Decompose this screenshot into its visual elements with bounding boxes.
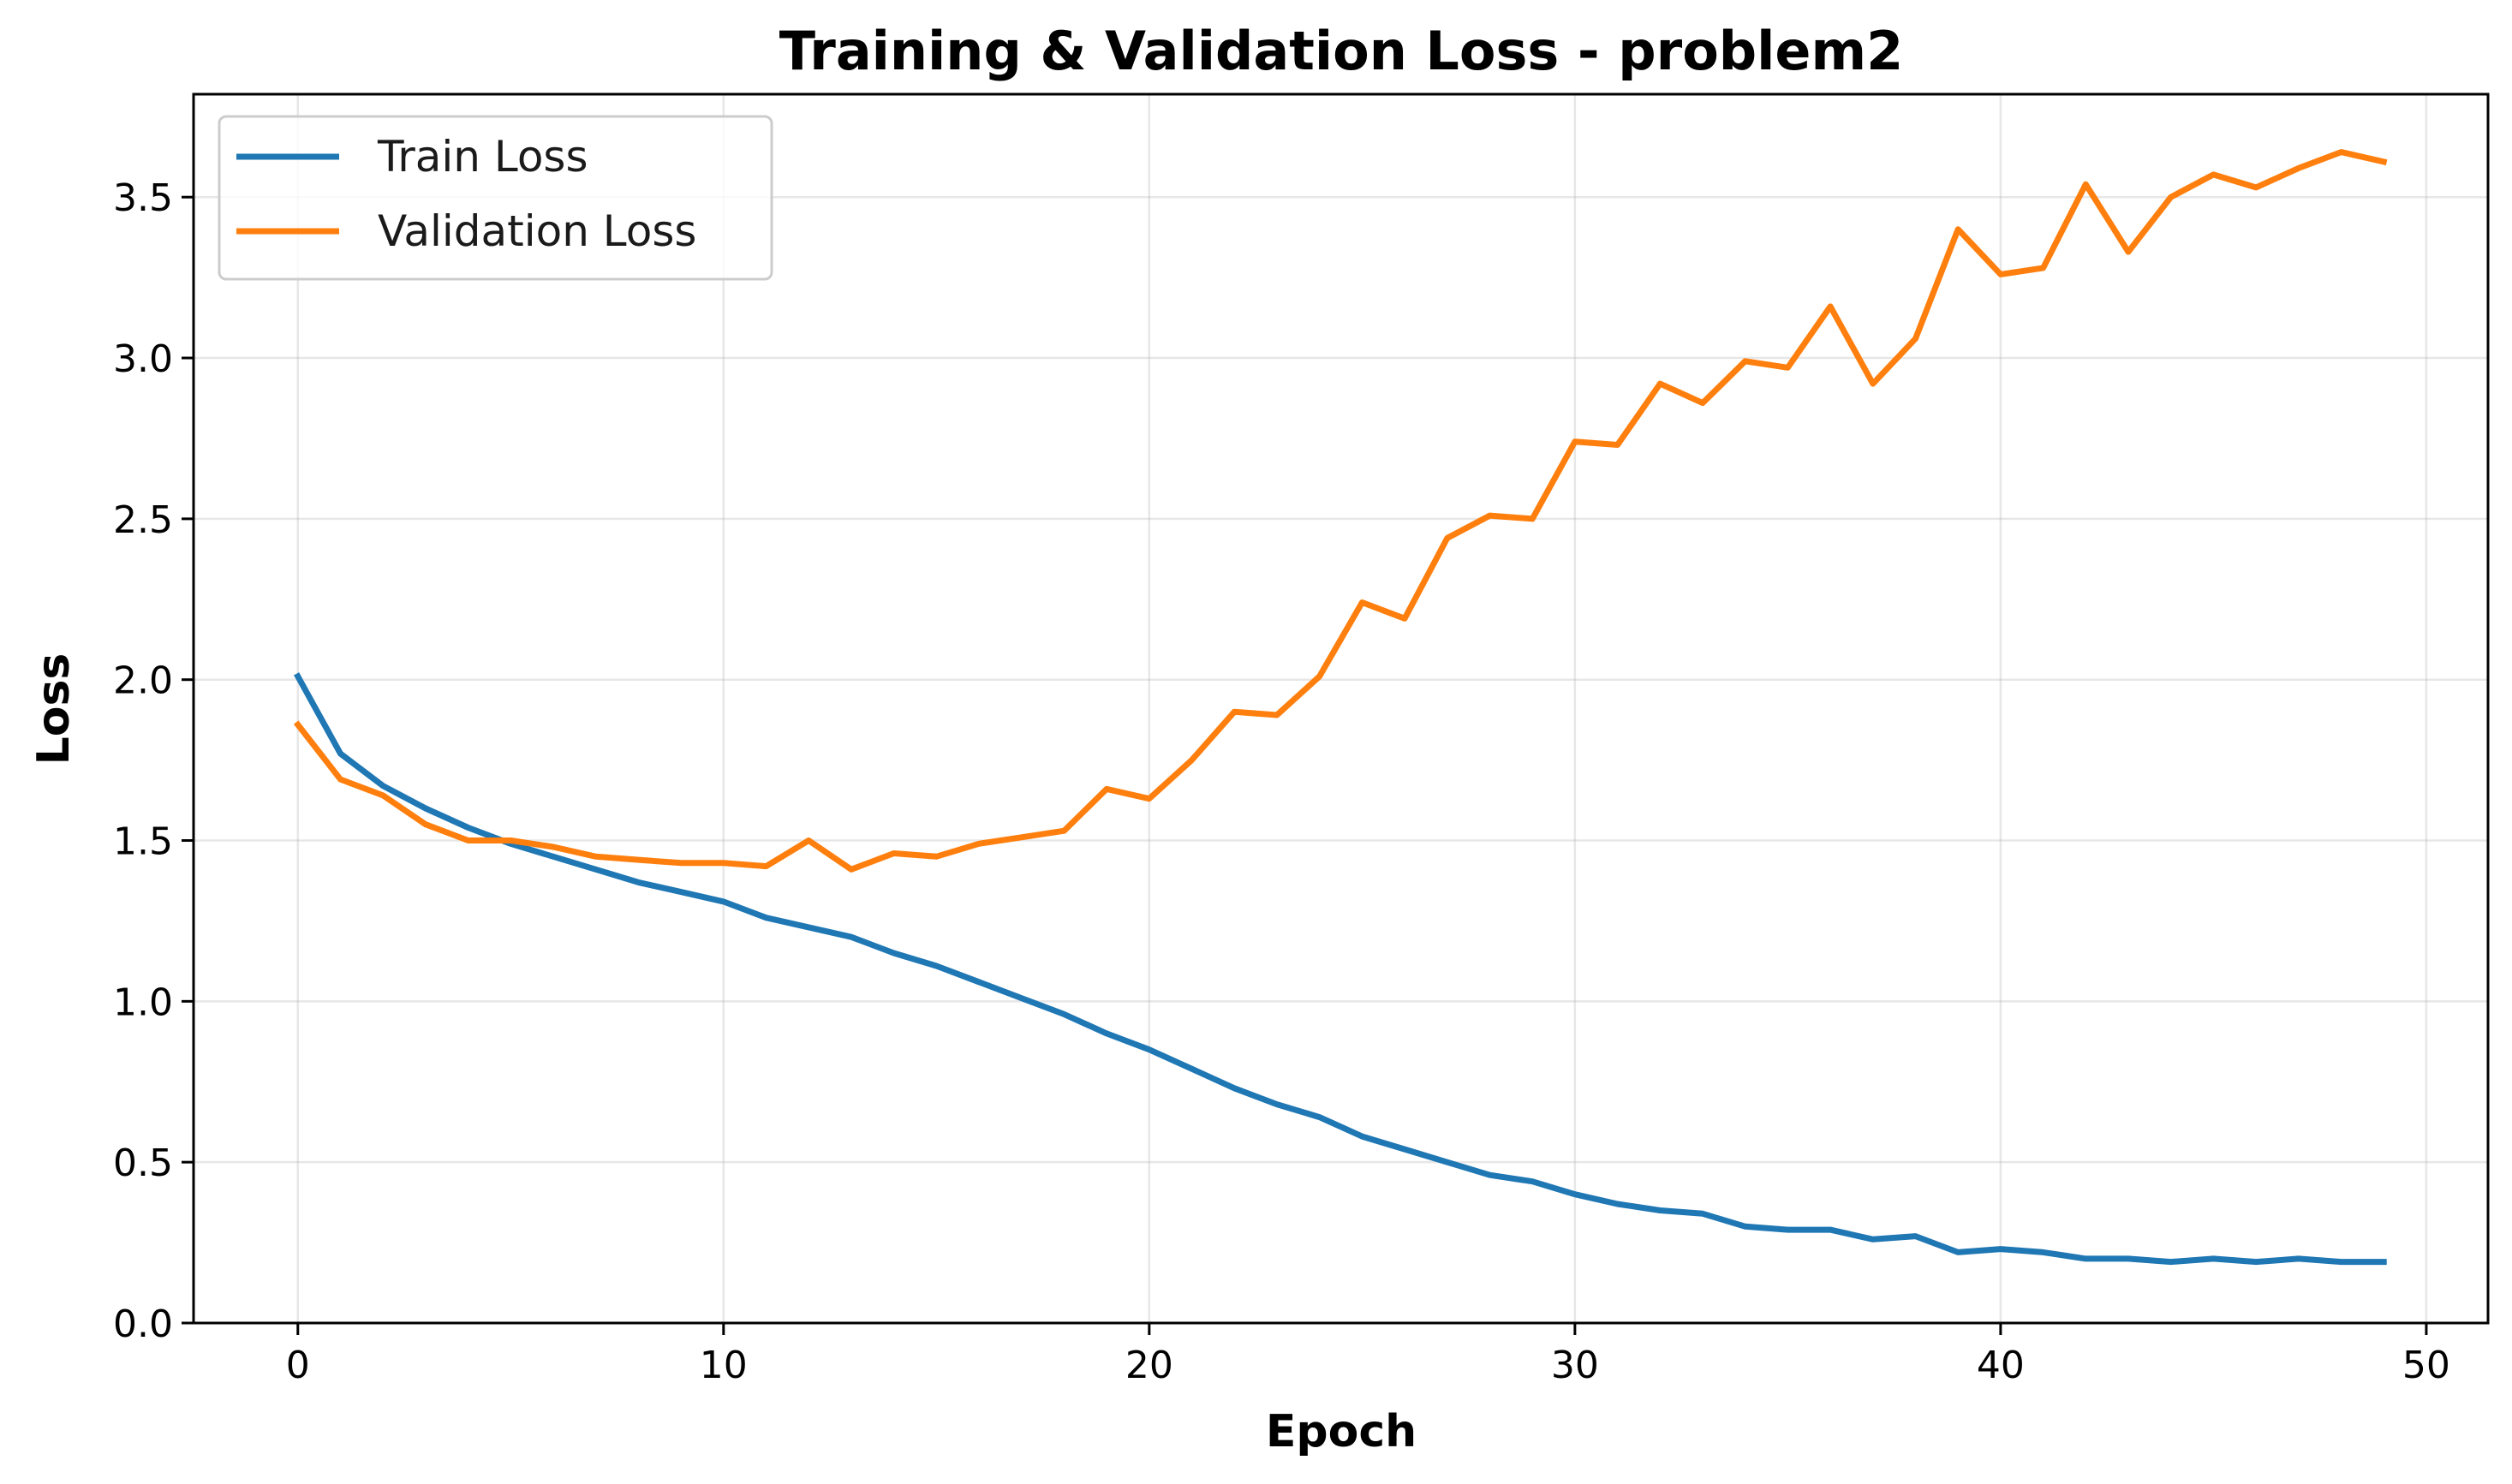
y-tick-label: 2.0 [113,659,173,703]
chart-title: Training & Validation Loss - problem2 [779,20,1903,82]
x-tick-label: 20 [1125,1344,1173,1387]
y-tick-label: 1.0 [113,980,173,1024]
x-tick-label: 50 [2402,1344,2450,1387]
x-tick-label: 40 [1977,1344,2025,1387]
legend-label-validation-loss: Validation Loss [378,206,696,256]
grid [194,94,2488,1325]
series-lines [293,149,2388,1266]
legend-label-train-loss: Train Loss [377,132,588,182]
series-line-validation-loss [293,149,2388,873]
y-tick-label: 2.5 [113,498,173,542]
y-tick-label: 0.5 [113,1141,173,1185]
x-tick-label: 0 [286,1344,310,1387]
y-axis-ticks: 0.0 0.5 1.0 1.5 2.0 2.5 3.0 3.5 [113,176,194,1346]
y-tick-label: 0.0 [113,1302,173,1346]
x-axis-ticks: 0 10 20 30 40 50 [286,1323,2450,1387]
y-axis-label: Loss [28,653,80,766]
x-tick-label: 10 [700,1344,748,1387]
x-tick-label: 30 [1551,1344,1599,1387]
y-tick-label: 3.5 [113,176,173,220]
legend-box [218,115,773,281]
legend: Train Loss Validation Loss [218,115,773,281]
y-tick-label: 1.5 [113,820,173,864]
y-tick-label: 3.0 [113,337,173,381]
plot-frame [192,92,2490,1325]
x-axis-label: Epoch [1266,1406,1417,1457]
series-line-train-loss [294,672,2387,1266]
